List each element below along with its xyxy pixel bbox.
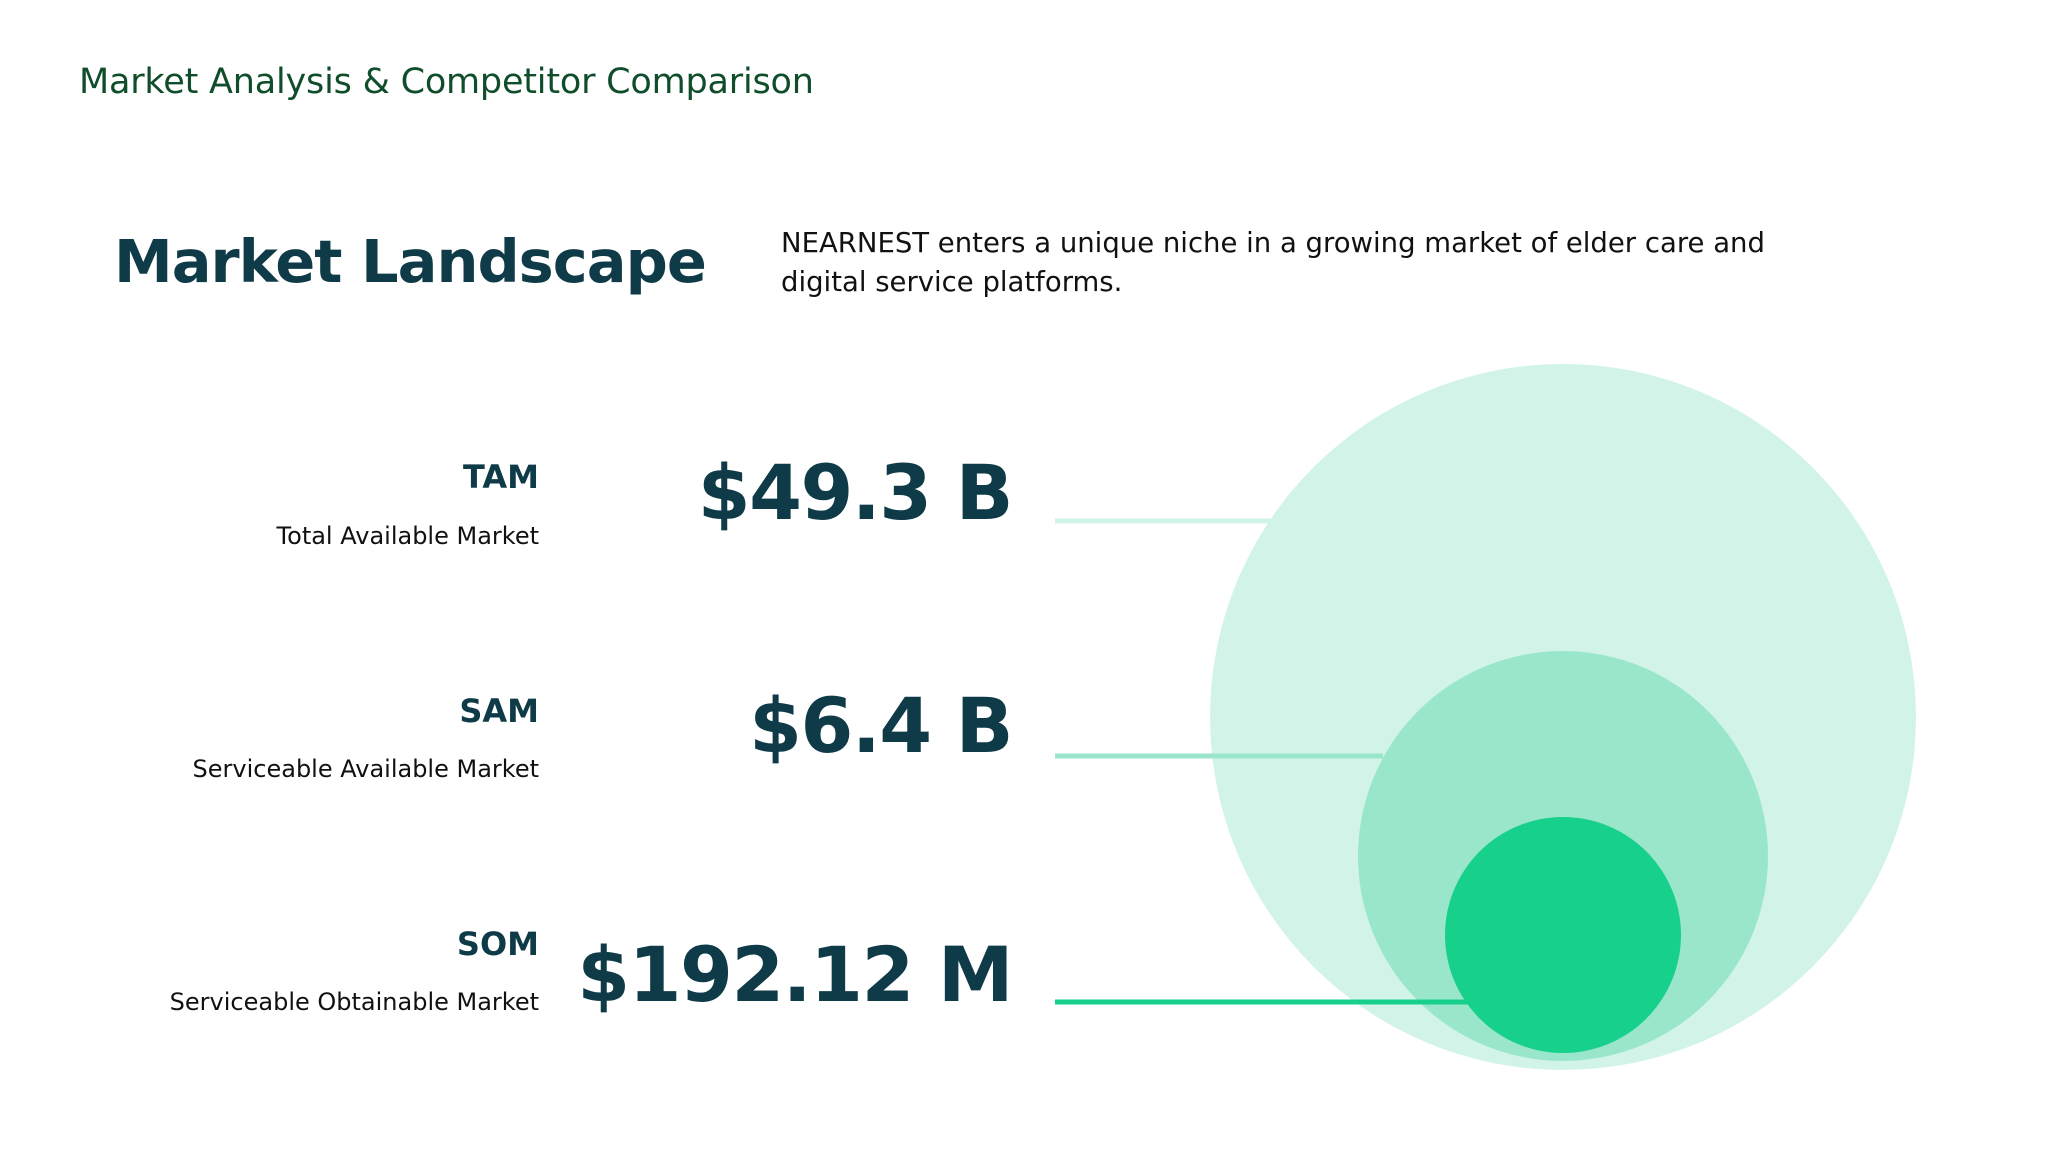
sam-label: SAM xyxy=(459,692,539,730)
sam-name: Serviceable Available Market xyxy=(192,755,539,783)
som-value: $192.12 M xyxy=(577,930,1013,1019)
page-header: Market Analysis & Competitor Comparison xyxy=(79,62,814,102)
sam-value: $6.4 B xyxy=(749,681,1013,770)
tam-name: Total Available Market xyxy=(276,522,539,550)
tam-circle xyxy=(1210,364,1916,1070)
section-title: Market Landscape xyxy=(114,227,707,296)
section-description: NEARNEST enters a unique niche in a grow… xyxy=(781,227,1765,298)
som-label: SOM xyxy=(456,925,539,963)
som-circle xyxy=(1445,817,1681,1053)
tam-value: $49.3 B xyxy=(697,448,1014,537)
tam-label: TAM xyxy=(463,458,539,496)
sam-circle xyxy=(1358,651,1768,1061)
som-name: Serviceable Obtainable Market xyxy=(169,988,539,1016)
